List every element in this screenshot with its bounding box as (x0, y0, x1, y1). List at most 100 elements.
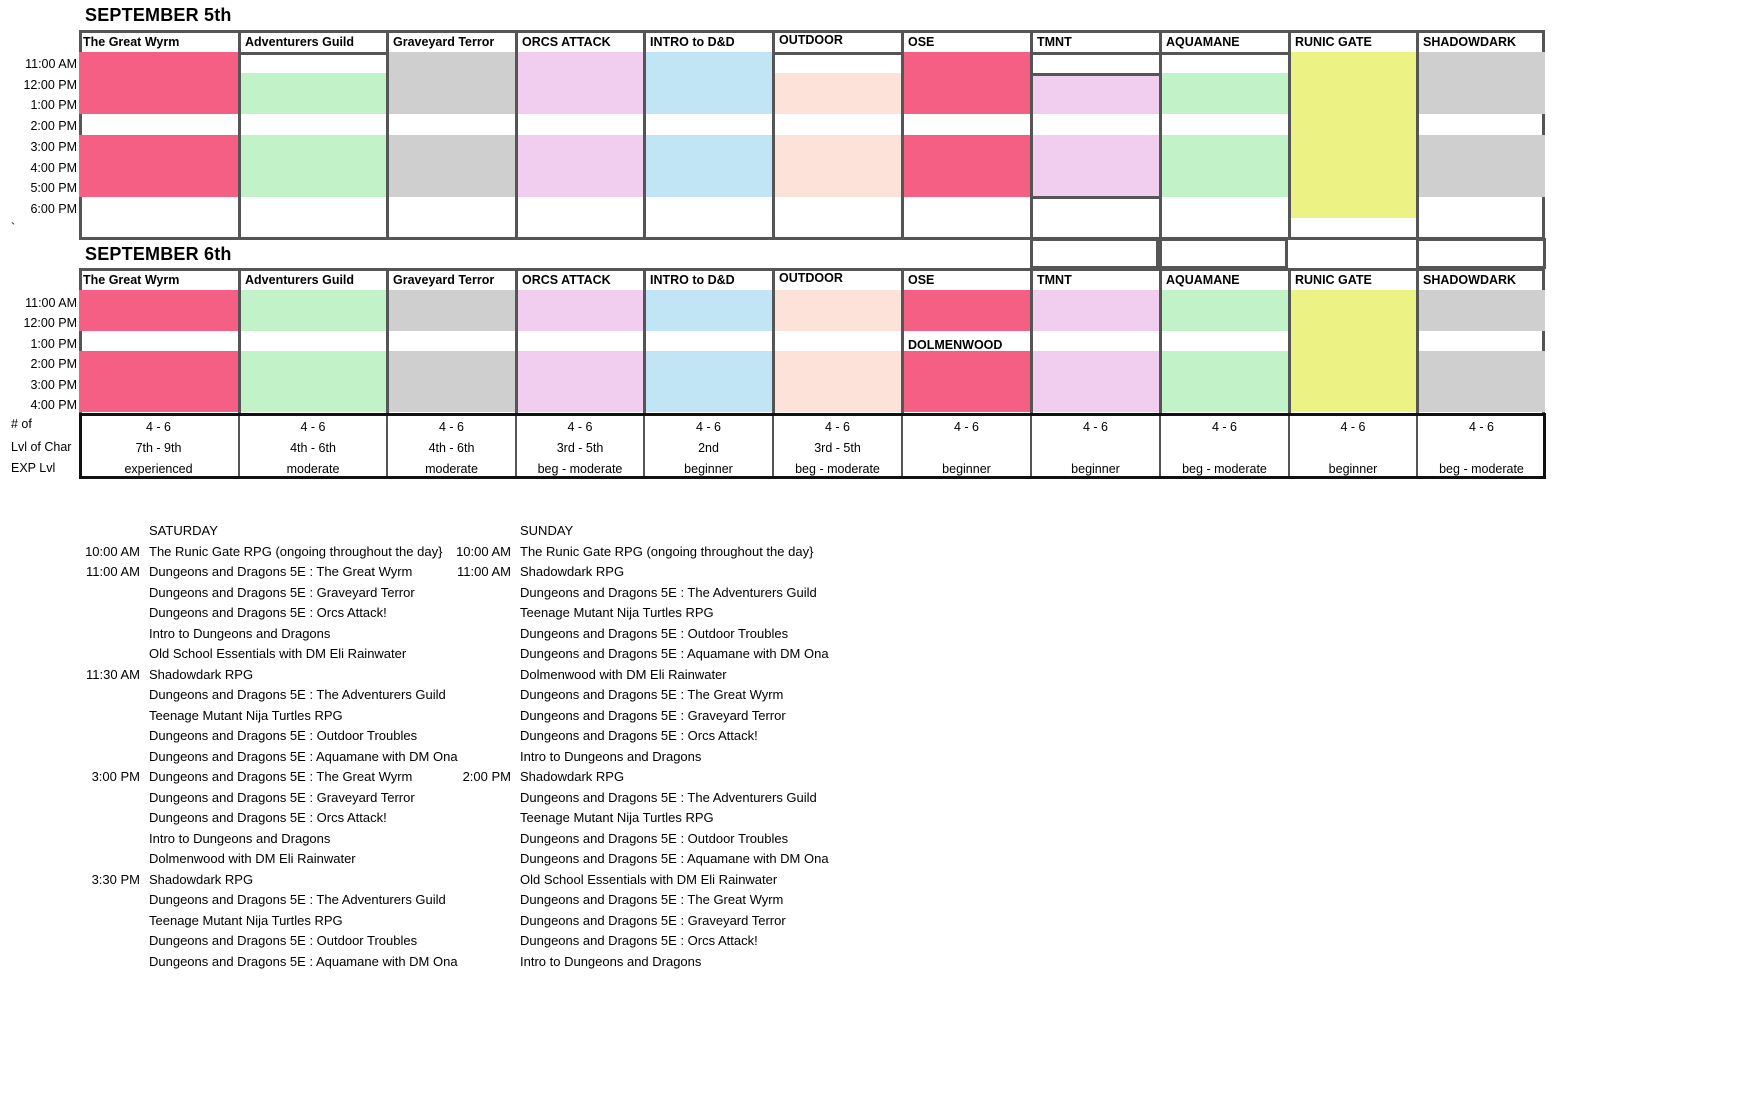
exp-label: EXP Lvl (11, 461, 56, 475)
players-value: 4 - 6 (145, 420, 171, 434)
tmnt-divider (1033, 196, 1159, 199)
session-block (646, 134, 772, 197)
players-value: 4 - 6 (1211, 420, 1237, 434)
session-block (518, 290, 643, 331)
players-value: 4 - 6 (438, 420, 464, 434)
session-block (1162, 134, 1288, 197)
session-block (79, 290, 238, 331)
game-column-aquamane: AQUAMANE (1159, 271, 1288, 413)
column-header-tmnt: TMNT (1033, 33, 1159, 55)
schedule-time: 11:00 AM (457, 564, 511, 579)
game-column-the-great-wyrm: The Great Wyrm (79, 33, 238, 237)
session-block (241, 290, 386, 331)
session-block (79, 52, 238, 115)
time-label: 6:00 PM (30, 201, 77, 216)
schedule-entry: Old School Essentials with DM Eli Rainwa… (520, 871, 778, 887)
schedule-entry: Dungeons and Dragons 5E : The Adventurer… (520, 584, 817, 600)
blank-cell (1159, 238, 1288, 269)
game-column-runic-gate: RUNIC GATE (1288, 33, 1416, 237)
time-label: 3:00 PM (30, 377, 77, 392)
schedule-entry: Dungeons and Dragons 5E : The Adventurer… (149, 892, 446, 907)
session-block (389, 351, 515, 413)
schedule-time: 10:00 AM (456, 543, 511, 559)
game-column-orcs-attack: ORCS ATTACK (515, 33, 643, 237)
schedule-entry: Shadowdark RPG (520, 564, 625, 579)
info-column-aquamane: 4 - 6 beg - moderate (1159, 416, 1288, 476)
session-block (389, 52, 515, 115)
game-column-adventurers-guild: Adventurers Guild (238, 33, 386, 237)
info-column-shadowdark: 4 - 6 beg - moderate (1416, 416, 1545, 476)
schedule-entry: The Runic Gate RPG (ongoing throughout t… (149, 543, 443, 559)
time-label: 3:00 PM (30, 139, 77, 154)
schedule-entry: Dungeons and Dragons 5E : Aquamane with … (520, 646, 829, 661)
session-block (646, 351, 772, 413)
schedule-entry: Dungeons and Dragons 5E : Outdoor Troubl… (149, 933, 418, 948)
schedule-entry: Dungeons and Dragons 5E : Orcs Attack! (149, 605, 387, 620)
info-column-runic-gate: 4 - 6 beginner (1288, 416, 1416, 476)
session-block (1419, 134, 1545, 197)
level-value: 2nd (698, 441, 719, 455)
column-header-adventurers-guild: Adventurers Guild (241, 33, 386, 55)
session-block (775, 72, 901, 115)
exp-value: experienced (124, 462, 193, 476)
exp-value: beg - moderate (1182, 462, 1267, 476)
exp-value: beginner (1328, 462, 1378, 476)
info-column-outdoor: 4 - 6 3rd - 5th beg - moderate (772, 416, 901, 476)
schedule-entry: Dungeons and Dragons 5E : The Great Wyrm (149, 564, 413, 579)
players-value: 4 - 6 (300, 420, 326, 434)
day-title-sep-6: SEPTEMBER 6th (85, 244, 232, 264)
session-block (775, 351, 901, 413)
schedule-entry: Teenage Mutant Nija Turtles RPG (149, 912, 343, 928)
schedule-entry: Dungeons and Dragons 5E : Aquamane with … (149, 953, 458, 969)
blank-cell (1416, 238, 1546, 269)
session-block (241, 134, 386, 197)
session-block (79, 134, 238, 197)
session-block (1033, 134, 1159, 197)
session-block (904, 134, 1030, 197)
schedule-entry: Dungeons and Dragons 5E : Orcs Attack! (520, 933, 758, 948)
schedule-entry: Dungeons and Dragons 5E : Graveyard Terr… (149, 789, 415, 805)
session-block (904, 52, 1030, 115)
info-column-graveyard-terror: 4 - 6 4th - 6th moderate (386, 416, 515, 476)
game-column-tmnt: TMNT (1030, 271, 1159, 413)
session-block (1162, 351, 1288, 413)
session-block (775, 134, 901, 197)
schedule-entry: Shadowdark RPG (520, 769, 625, 784)
schedule-time: 10:00 AM (85, 543, 140, 559)
info-column-ose: 4 - 6 beginner (901, 416, 1030, 476)
game-column-adventurers-guild: Adventurers Guild (238, 271, 386, 413)
players-label: # of (11, 417, 32, 431)
time-label: 2:00 PM (30, 119, 77, 134)
blank-cell (1030, 238, 1159, 269)
time-label: 11:00 AM (25, 57, 77, 71)
schedule-entry: Intro to Dungeons and Dragons (149, 625, 331, 641)
session-block (904, 290, 1030, 331)
sunday-label: SUNDAY (520, 523, 574, 538)
column-header-outdoor: OUTDOOR (775, 33, 901, 55)
schedule-grid-sep-6: The Great Wyrm Adventurers Guild Graveyard… (79, 268, 1545, 416)
schedule-entry: Teenage Mutant Nija Turtles RPG (149, 707, 343, 723)
session-block (775, 290, 901, 331)
schedule-entry: Dolmenwood with DM Eli Rainwater (149, 851, 356, 866)
level-value: 4th - 6th (290, 441, 336, 455)
game-column-intro-to-dandd: INTRO to D&D (643, 271, 772, 413)
schedule-entry: Dungeons and Dragons 5E : Graveyard Terr… (149, 584, 415, 600)
schedule-time: 11:30 AM (86, 666, 140, 682)
dolmenwood-label: DOLMENWOOD (908, 338, 1003, 352)
exp-value: moderate (286, 462, 340, 476)
column-header-aquamane: AQUAMANE (1162, 33, 1288, 55)
players-value: 4 - 6 (824, 420, 850, 434)
session-block (1419, 52, 1545, 115)
exp-value: beg - moderate (537, 462, 623, 476)
game-column-shadowdark: SHADOWDARK (1416, 33, 1545, 237)
schedule-entry: Intro to Dungeons and Dragons (520, 748, 702, 764)
session-block (1419, 351, 1545, 413)
exp-value: beg - moderate (795, 462, 880, 476)
time-label: 1:00 PM (30, 336, 77, 351)
time-label: 2:00 PM (30, 357, 77, 372)
schedule-time: 11:00 AM (86, 564, 140, 579)
game-column-tmnt: TMNT (1030, 33, 1159, 237)
game-column-the-great-wyrm: The Great Wyrm (79, 271, 238, 413)
game-column-shadowdark: SHADOWDARK (1416, 271, 1545, 413)
schedule-entry: Dungeons and Dragons 5E : Graveyard Terr… (520, 912, 786, 928)
